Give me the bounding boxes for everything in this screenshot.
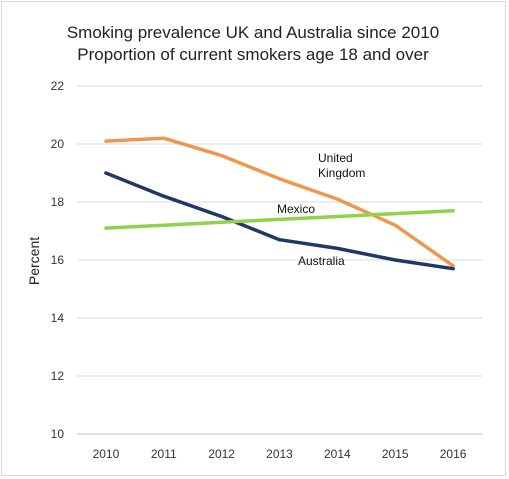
series-label-united-kingdom: United Kingdom	[318, 151, 365, 180]
x-tick-label: 2010	[93, 447, 120, 461]
series-lines	[104, 136, 455, 271]
series-line-australia	[104, 171, 455, 271]
y-tick-label: 16	[51, 253, 65, 267]
y-tick-label: 10	[51, 427, 65, 441]
y-tick-label: 12	[51, 369, 65, 383]
series-line-united-kingdom	[104, 136, 455, 268]
x-tick-label: 2015	[382, 447, 409, 461]
gridlines	[77, 85, 482, 435]
y-axis-label: Percent	[26, 237, 42, 285]
y-tick-label: 20	[51, 137, 65, 151]
y-axis-ticks: 10 12 14 16 18 20 22	[51, 79, 65, 441]
series-labels: United Kingdom Australia Mexico	[277, 151, 365, 268]
series-label-australia: Australia	[298, 254, 345, 268]
x-tick-label: 2013	[266, 447, 293, 461]
chart-title-line-2: Proportion of current smokers age 18 and…	[77, 45, 429, 64]
y-tick-label: 22	[51, 79, 65, 93]
series-label-mexico: Mexico	[277, 202, 315, 216]
y-tick-label: 14	[51, 311, 65, 325]
y-tick-label: 18	[51, 195, 65, 209]
x-tick-label: 2012	[208, 447, 235, 461]
x-tick-label: 2014	[324, 447, 351, 461]
x-tick-label: 2016	[440, 447, 467, 461]
chart-title-line-1: Smoking prevalence UK and Australia sinc…	[67, 23, 439, 42]
x-tick-label: 2011	[151, 447, 177, 461]
x-axis-ticks: 2010 2011 2012 2013 2014 2015 2016	[93, 447, 467, 461]
series-line-mexico	[104, 208, 455, 230]
